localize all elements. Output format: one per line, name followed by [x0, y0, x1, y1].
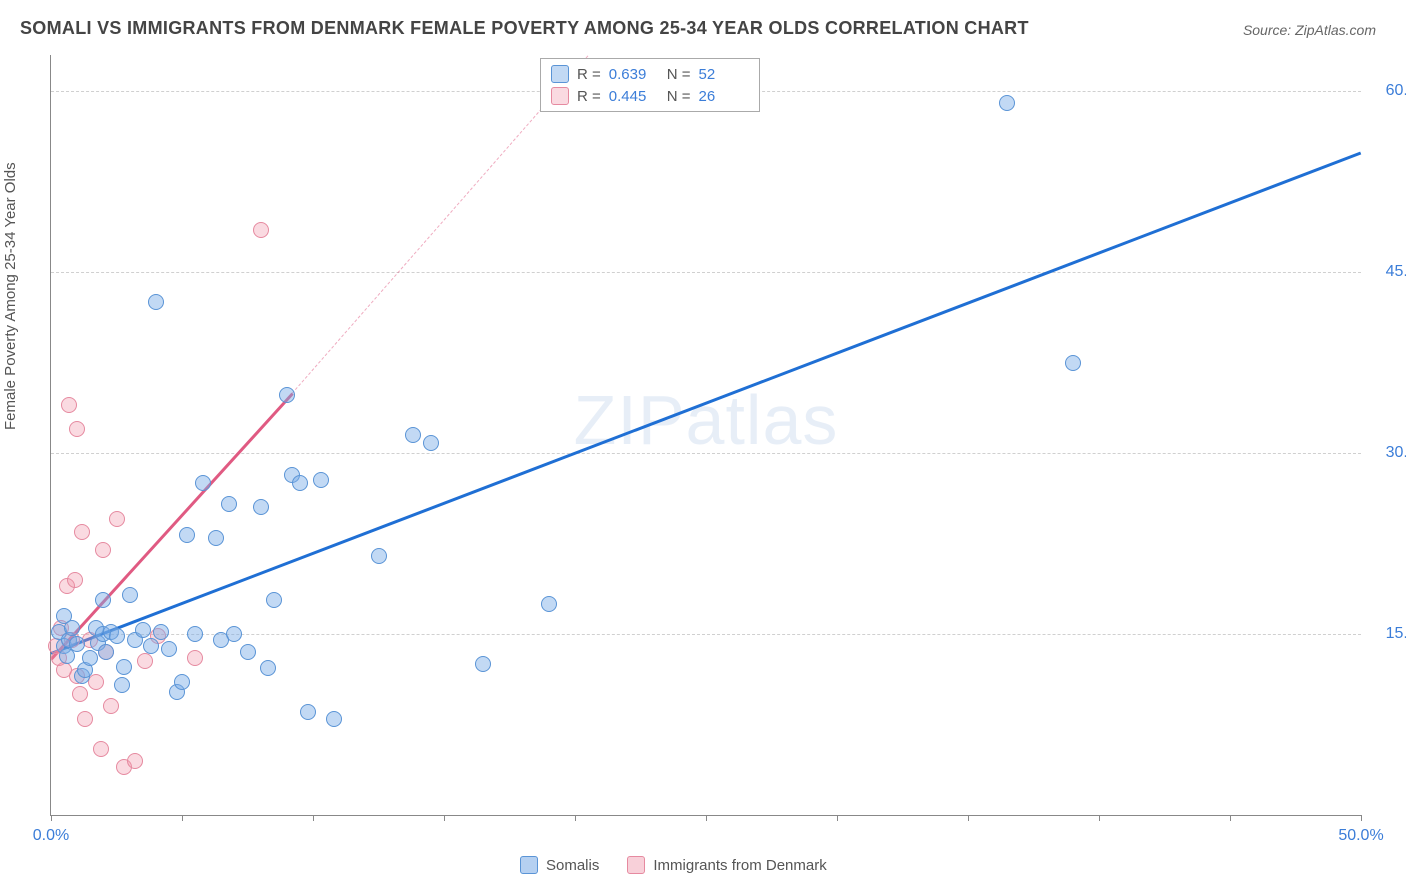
data-point	[148, 294, 164, 310]
data-point	[137, 653, 153, 669]
data-point	[300, 704, 316, 720]
gridline	[51, 634, 1361, 635]
stats-legend: R = 0.639 N = 52 R = 0.445 N = 26	[540, 58, 760, 112]
data-point	[208, 530, 224, 546]
data-point	[326, 711, 342, 727]
chart-title: SOMALI VS IMMIGRANTS FROM DENMARK FEMALE…	[20, 18, 1029, 39]
x-tick	[575, 815, 576, 821]
data-point	[187, 650, 203, 666]
data-point	[174, 674, 190, 690]
data-point	[313, 472, 329, 488]
x-tick	[706, 815, 707, 821]
data-point	[187, 626, 203, 642]
data-point	[423, 435, 439, 451]
data-point	[103, 698, 119, 714]
n-label: N =	[667, 66, 691, 83]
data-point	[109, 511, 125, 527]
x-tick	[837, 815, 838, 821]
data-point	[195, 475, 211, 491]
legend-item: Somalis	[520, 856, 599, 874]
source-attribution: Source: ZipAtlas.com	[1243, 22, 1376, 38]
x-tick	[444, 815, 445, 821]
data-point	[541, 596, 557, 612]
x-tick	[968, 815, 969, 821]
watermark-text: ZIPatlas	[574, 380, 839, 460]
r-value: 0.639	[609, 66, 659, 83]
n-value: 52	[699, 66, 749, 83]
data-point	[279, 387, 295, 403]
data-point	[260, 660, 276, 676]
data-point	[82, 650, 98, 666]
x-tick	[1230, 815, 1231, 821]
y-tick-label: 15.0%	[1386, 625, 1406, 643]
data-point	[161, 641, 177, 657]
data-point	[109, 628, 125, 644]
data-point	[116, 659, 132, 675]
r-value: 0.445	[609, 88, 659, 105]
legend-label: Somalis	[546, 857, 599, 874]
r-label: R =	[577, 66, 601, 83]
r-label: R =	[577, 88, 601, 105]
legend-swatch	[627, 856, 645, 874]
data-point	[77, 711, 93, 727]
data-point	[475, 656, 491, 672]
watermark-thin: atlas	[686, 381, 839, 459]
y-axis-label: Female Poverty Among 25-34 Year Olds	[2, 162, 19, 430]
legend-swatch	[520, 856, 538, 874]
data-point	[61, 397, 77, 413]
data-point	[122, 587, 138, 603]
legend-item: Immigrants from Denmark	[627, 856, 826, 874]
data-point	[240, 644, 256, 660]
x-tick	[313, 815, 314, 821]
data-point	[64, 620, 80, 636]
data-point	[74, 524, 90, 540]
data-point	[95, 542, 111, 558]
data-point	[226, 626, 242, 642]
data-point	[405, 427, 421, 443]
n-label: N =	[667, 88, 691, 105]
legend-label: Immigrants from Denmark	[653, 857, 826, 874]
data-point	[153, 624, 169, 640]
x-tick	[182, 815, 183, 821]
x-tick	[1361, 815, 1362, 821]
data-point	[95, 592, 111, 608]
data-point	[292, 475, 308, 491]
x-tick	[1099, 815, 1100, 821]
data-point	[999, 95, 1015, 111]
data-point	[179, 527, 195, 543]
data-point	[72, 686, 88, 702]
data-point	[67, 572, 83, 588]
n-value: 26	[699, 88, 749, 105]
data-point	[371, 548, 387, 564]
scatter-plot: ZIPatlas 15.0%30.0%45.0%60.0%0.0%50.0%	[50, 55, 1361, 816]
series-legend: Somalis Immigrants from Denmark	[520, 856, 827, 874]
trend-line	[51, 152, 1362, 655]
legend-swatch	[551, 87, 569, 105]
data-point	[69, 421, 85, 437]
gridline	[51, 453, 1361, 454]
data-point	[253, 499, 269, 515]
stats-legend-row: R = 0.639 N = 52	[551, 63, 749, 85]
data-point	[253, 222, 269, 238]
legend-swatch	[551, 65, 569, 83]
data-point	[69, 636, 85, 652]
data-point	[221, 496, 237, 512]
data-point	[1065, 355, 1081, 371]
gridline	[51, 272, 1361, 273]
data-point	[98, 644, 114, 660]
data-point	[135, 622, 151, 638]
y-tick-label: 30.0%	[1386, 444, 1406, 462]
data-point	[127, 753, 143, 769]
y-tick-label: 45.0%	[1386, 263, 1406, 281]
data-point	[266, 592, 282, 608]
x-tick-label: 0.0%	[33, 827, 69, 845]
data-point	[93, 741, 109, 757]
stats-legend-row: R = 0.445 N = 26	[551, 85, 749, 107]
y-tick-label: 60.0%	[1386, 82, 1406, 100]
x-tick-label: 50.0%	[1338, 827, 1383, 845]
data-point	[114, 677, 130, 693]
data-point	[143, 638, 159, 654]
x-tick	[51, 815, 52, 821]
